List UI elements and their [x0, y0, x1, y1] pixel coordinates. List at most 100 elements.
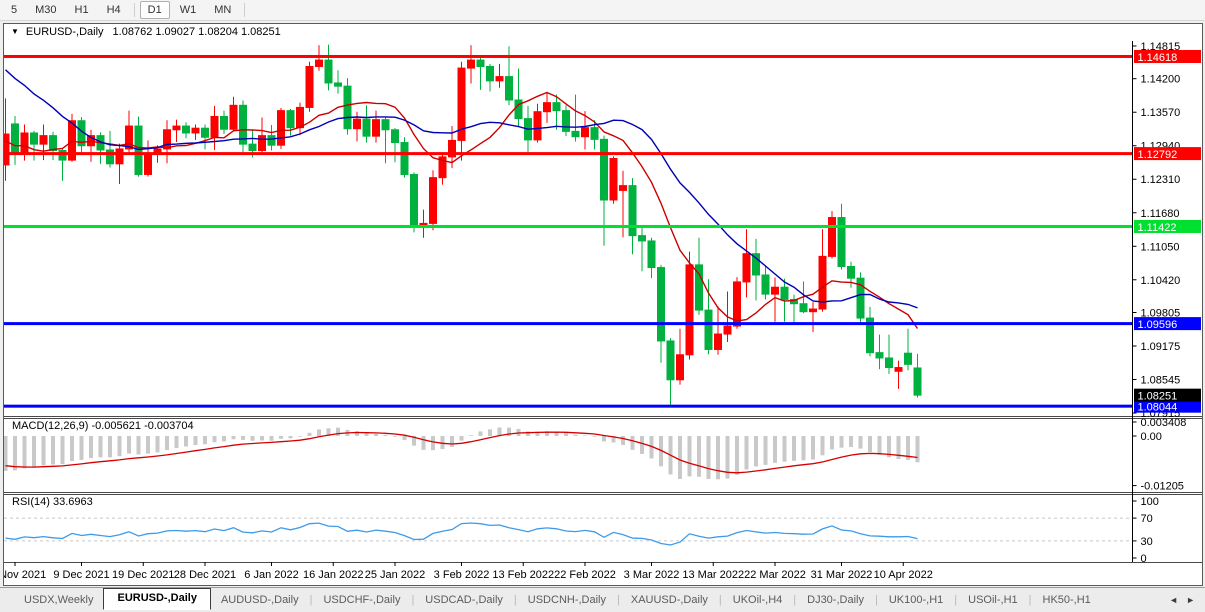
toolbar-separator [133, 3, 135, 17]
candle [391, 129, 399, 144]
level-price-badge-bg [1134, 147, 1201, 161]
tab-separator: | [1028, 594, 1032, 606]
chart-dropdown-icon[interactable]: ▼ [11, 27, 19, 36]
tab-usdcnh-daily[interactable]: USDCNH-,Daily [527, 594, 607, 606]
candle [277, 110, 285, 146]
tab-eurusd-daily[interactable]: EURUSD-,Daily [103, 588, 211, 610]
rsi-axis-label: 0 [1141, 553, 1147, 565]
timeframe-button-mn[interactable]: MN [214, 4, 232, 16]
candle [144, 153, 152, 175]
candle [790, 298, 798, 305]
horizontal-level-line-1.14618[interactable] [4, 54, 1133, 58]
candle [619, 185, 627, 191]
candle [258, 135, 266, 152]
tab-usdcad-daily[interactable]: USDCAD-,Daily [425, 594, 503, 606]
candle [533, 111, 542, 141]
candle [315, 59, 323, 67]
candle [220, 115, 228, 130]
panel-splitter[interactable] [4, 492, 1202, 493]
price-axis-label: 1.13570 [1141, 107, 1181, 119]
candle [201, 127, 209, 138]
price-axis-label: 1.14200 [1141, 74, 1181, 86]
level-price-badge: 1.11422 [1138, 222, 1177, 234]
tab-separator: | [718, 594, 722, 606]
candle [581, 127, 589, 138]
chart-title-bar: ▼ EURUSD-,Daily 1.08762 1.09027 1.08204 1.… [4, 24, 1202, 41]
candle [657, 267, 665, 342]
timeframe-button-h1[interactable]: H1 [74, 4, 89, 16]
candle [780, 286, 789, 300]
horizontal-level-line-1.08044[interactable] [4, 404, 1133, 408]
timeframe-button-5[interactable]: 5 [11, 4, 18, 16]
tab-usdchf-daily[interactable]: USDCHF-,Daily [323, 594, 401, 606]
macd-axis-label: 0.00 [1141, 431, 1162, 443]
panel-splitter[interactable] [4, 494, 1202, 495]
price-axis-label: 1.12310 [1141, 174, 1181, 186]
candle [4, 133, 10, 166]
rsi-axis-label: 70 [1141, 513, 1153, 525]
candle [182, 125, 190, 134]
tab-separator: | [309, 594, 313, 606]
level-price-badge-bg [1134, 49, 1201, 63]
time-axis-label: 22 Mar 2022 [744, 569, 806, 581]
timeframe-button-m30[interactable]: M30 [35, 4, 57, 16]
tab-ukoil-h4[interactable]: UKOil-,H4 [732, 594, 783, 606]
candle [381, 119, 390, 131]
time-axis-label: 30 Nov 2021 [4, 569, 46, 581]
candle [856, 277, 865, 319]
candle [771, 286, 779, 295]
time-axis-label: 19 Dec 2021 [112, 569, 174, 581]
candle [476, 59, 485, 67]
candle [514, 99, 523, 120]
candle [106, 149, 114, 165]
timeframe-button-w1[interactable]: W1 [179, 4, 197, 16]
moving-average-20 [5, 69, 918, 309]
tab-usoil-h1[interactable]: USOil-,H1 [968, 594, 1018, 606]
panel-splitter[interactable] [4, 416, 1202, 417]
tab-usdx-weekly[interactable]: USDX,Weekly [24, 594, 94, 606]
candle [286, 110, 295, 129]
candle [248, 143, 257, 152]
candle [229, 104, 238, 130]
horizontal-level-line-1.12792[interactable] [4, 152, 1133, 156]
candle [875, 352, 884, 359]
candle [353, 118, 361, 130]
horizontal-level-line-1.09596[interactable] [4, 322, 1133, 326]
tab-audusd-daily[interactable]: AUDUSD-,Daily [220, 594, 299, 606]
candle [58, 150, 67, 161]
time-axis-label: 3 Mar 2022 [624, 569, 680, 581]
candle [590, 127, 599, 140]
candle [552, 102, 561, 112]
toolbar-separator [244, 3, 246, 17]
tab-scroll-right-button[interactable]: ► [1186, 595, 1195, 605]
candle [818, 255, 827, 310]
tab-hk50-h1[interactable]: HK50-,H1 [1042, 594, 1091, 606]
candle [429, 177, 437, 224]
price-axis-label: 1.09175 [1141, 341, 1181, 353]
price-axis-label: 1.08545 [1141, 375, 1181, 387]
time-axis-label: 9 Dec 2021 [53, 569, 109, 581]
candle [467, 59, 475, 69]
panel-splitter[interactable] [4, 418, 1202, 419]
candle [495, 76, 504, 82]
candle [894, 367, 903, 372]
price-axis-label: 1.10420 [1141, 275, 1181, 287]
timeframe-button-h4[interactable]: H4 [106, 4, 121, 16]
candle [666, 340, 675, 381]
timeframe-toolbar: 5 M30 H1 H4 D1 W1 MN [0, 0, 1205, 21]
chart-window: ▼ EURUSD-,Daily 1.08762 1.09027 1.08204 1.… [3, 23, 1203, 586]
horizontal-level-line-1.11422[interactable] [4, 224, 1133, 228]
tab-uk100-h1[interactable]: UK100-,H1 [888, 594, 944, 606]
tab-dj30-daily[interactable]: DJ30-,Daily [807, 594, 864, 606]
price-chart[interactable]: 1.148151.142001.135701.129401.123101.116… [4, 41, 1202, 585]
time-axis-label: 28 Dec 2021 [174, 569, 236, 581]
candle [267, 135, 276, 146]
time-axis-label: 3 Feb 2022 [434, 569, 490, 581]
price-axis-label: 1.11680 [1141, 208, 1180, 220]
tab-scroll-left-button[interactable]: ◄ [1169, 595, 1179, 605]
timeframe-button-d1[interactable]: D1 [139, 1, 170, 19]
tab-xauusd-daily[interactable]: XAUUSD-,Daily [630, 594, 708, 606]
candle [628, 185, 637, 237]
time-axis-label: 16 Jan 2022 [303, 569, 364, 581]
candle [866, 317, 874, 354]
